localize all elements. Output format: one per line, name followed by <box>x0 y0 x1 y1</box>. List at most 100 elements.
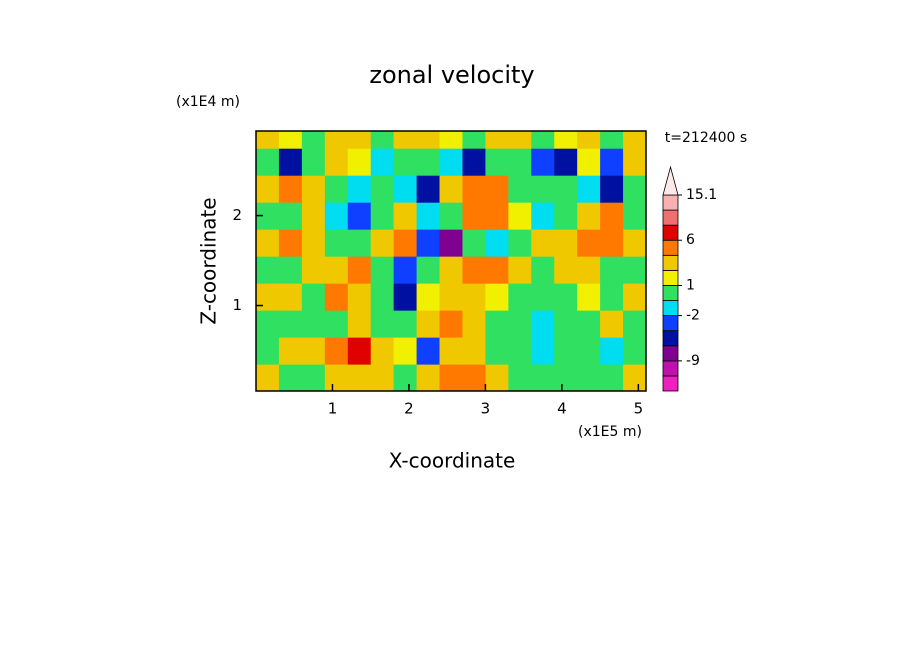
field-cell <box>347 148 372 176</box>
field-cell <box>531 337 555 365</box>
field-cell <box>324 202 349 230</box>
field-cell <box>370 364 395 391</box>
field-cell <box>301 337 326 365</box>
field-cell <box>623 310 646 338</box>
field-cell <box>508 148 532 176</box>
colorbar-tick-label: -9 <box>686 353 700 369</box>
field-cell <box>485 175 509 203</box>
colorbar-box <box>662 375 679 392</box>
field-cell <box>370 202 395 230</box>
field-cell <box>301 148 326 176</box>
field-cell <box>256 202 280 230</box>
field-cell <box>531 256 555 284</box>
field-cell <box>416 283 441 311</box>
field-cell <box>531 148 555 176</box>
field-cell <box>393 337 418 365</box>
field-cell <box>278 131 303 149</box>
field-cell <box>347 202 372 230</box>
field-cell <box>508 364 532 391</box>
field-cell <box>416 229 441 257</box>
field-cell <box>278 364 303 391</box>
field-cell <box>324 256 349 284</box>
field-cell <box>393 364 418 391</box>
field-cell <box>485 131 509 149</box>
field-cell <box>531 283 555 311</box>
field-cell <box>278 175 303 203</box>
y-unit: (x1E4 m) <box>176 94 240 110</box>
field-cell <box>370 131 395 149</box>
field-cell <box>485 283 509 311</box>
field-cell <box>531 229 555 257</box>
field-cell <box>554 337 578 365</box>
y-axis-title: Z-coordinate <box>197 197 221 324</box>
colorbar-box <box>662 209 679 226</box>
field-cell <box>301 310 326 338</box>
field-cell <box>623 337 646 365</box>
field-cell <box>439 256 464 284</box>
field-cell <box>393 283 418 311</box>
field-cell <box>301 131 326 149</box>
field-cell <box>485 202 509 230</box>
colorbar-tick-label: 6 <box>686 232 695 248</box>
colorbar-box <box>662 315 679 332</box>
field-cell <box>462 256 487 284</box>
field-cell <box>600 175 624 203</box>
colorbar-box <box>662 194 679 211</box>
field-cell <box>462 202 487 230</box>
field-cell <box>278 256 303 284</box>
field-cell <box>301 202 326 230</box>
field-cell <box>256 337 280 365</box>
colorbar-box <box>662 254 679 271</box>
field-cell <box>485 148 509 176</box>
field-cell <box>347 283 372 311</box>
field-cell <box>485 229 509 257</box>
field-cell <box>347 337 372 365</box>
field-cell <box>600 364 624 391</box>
x-tick-label: 3 <box>481 400 491 418</box>
field-cell <box>577 283 601 311</box>
colorbar-box <box>662 239 679 256</box>
field-cell <box>554 202 578 230</box>
field-cell <box>485 364 509 391</box>
field-cell <box>301 229 326 257</box>
field-cell <box>554 310 578 338</box>
field-cell <box>462 229 487 257</box>
field-cell <box>623 131 646 149</box>
field-cell <box>347 131 372 149</box>
field-cell <box>416 364 441 391</box>
field-cell <box>439 229 464 257</box>
y-tick-label: 1 <box>232 296 242 314</box>
field-cell <box>623 148 646 176</box>
field-cell <box>462 131 487 149</box>
time-annotation: t=212400 s <box>665 130 747 146</box>
field-cell <box>416 175 441 203</box>
field-cell <box>439 310 464 338</box>
x-tick-label: 1 <box>328 400 338 418</box>
field-cell <box>623 229 646 257</box>
x-tick-label: 2 <box>404 400 414 418</box>
field-cell <box>324 283 349 311</box>
field-cell <box>370 175 395 203</box>
field-cell <box>577 175 601 203</box>
field-cell <box>324 229 349 257</box>
field-cell <box>531 175 555 203</box>
field-cell <box>370 256 395 284</box>
field-cell <box>393 256 418 284</box>
field-cell <box>439 148 464 176</box>
field-cell <box>256 310 280 338</box>
field-cell <box>462 364 487 391</box>
field-cell <box>531 310 555 338</box>
field-cell <box>416 131 441 149</box>
field-cell <box>577 337 601 365</box>
field-cell <box>462 310 487 338</box>
field-cell <box>278 148 303 176</box>
x-axis-title: X-coordinate <box>389 449 516 473</box>
field-cell <box>577 256 601 284</box>
colorbar-tick-label: 1 <box>686 277 695 293</box>
field-cell <box>600 202 624 230</box>
field-cell <box>623 202 646 230</box>
field-cell <box>278 283 303 311</box>
field-cell <box>256 175 280 203</box>
field-cell <box>462 337 487 365</box>
field-cell <box>508 229 532 257</box>
